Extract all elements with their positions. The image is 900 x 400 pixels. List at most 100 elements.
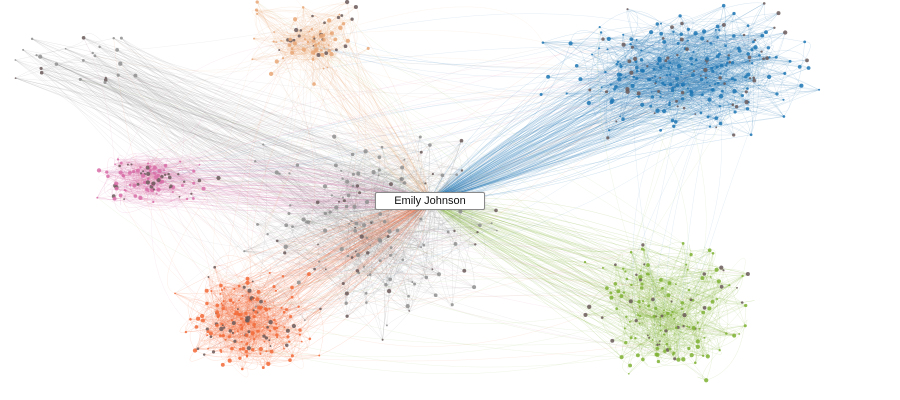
graph-edge [641,50,676,88]
graph-edge [158,179,186,186]
graph-edge [615,283,710,309]
graph-edge [655,13,735,82]
graph-node [236,330,239,333]
graph-edge [696,43,749,60]
graph-edge [657,63,778,95]
graph-edge [642,292,718,302]
graph-node [699,77,704,82]
graph-edge [279,337,302,342]
graph-node [675,76,679,81]
graph-node [598,47,601,50]
graph-edge [673,318,696,339]
graph-edge [632,30,705,48]
graph-edge [640,240,646,271]
graph-node [244,311,248,315]
graph-edge [606,47,633,92]
graph-node [266,325,269,329]
graph-edge [672,55,729,121]
graph-edge [695,278,708,357]
graph-edge [638,282,730,316]
graph-edge [207,323,249,332]
graph-edge [631,281,685,316]
graph-edge [659,60,714,91]
graph-node [676,53,679,57]
graph-edge [670,284,730,316]
graph-edge [669,282,709,357]
graph-edge [674,267,722,320]
graph-edge [207,346,247,352]
graph-node [622,291,625,294]
graph-edge [639,300,693,324]
graph-edge [230,316,269,332]
graph-edge [185,319,232,333]
graph-edge [676,273,708,328]
graph-edge [260,333,278,350]
graph-edge [617,58,630,75]
graph-node [765,56,769,60]
graph-edge [657,282,674,345]
graph-edge [632,23,683,51]
graph-edge [614,76,746,90]
graph-edge [216,287,247,325]
graph-edge [623,34,657,82]
graph-edge [231,320,301,339]
graph-edge [239,328,245,359]
graph-edge [693,73,721,115]
graph-edge [246,331,259,353]
graph-edge [662,250,710,289]
graph-edge [636,269,717,282]
graph-edge [203,330,239,345]
graph-node [267,316,270,318]
graph-edge [197,288,225,349]
graph-node [283,347,285,350]
graph-edge [196,290,216,329]
graph-edge [644,264,676,320]
graph-edge [231,334,278,358]
graph-edge [615,283,667,332]
graph-edge [624,279,662,329]
graph-edge [666,57,770,76]
graph-edge [234,288,264,368]
graph-edge [608,61,730,131]
graph-node [803,40,807,44]
graph-edge [711,67,730,79]
graph-node [586,100,591,106]
graph-edge [700,29,717,114]
graph-edge [691,90,710,117]
graph-node [659,95,662,98]
graph-edge [686,49,718,84]
graph-edge [637,267,722,356]
graph-edge [617,247,643,293]
graph-edge [220,305,234,336]
graph-edge [640,270,720,351]
graph-edge [631,275,690,291]
graph-edge [648,57,770,80]
graph-edge [248,325,311,340]
graph-edge [245,321,271,352]
graph-edge [253,339,270,355]
graph-node [284,307,289,312]
graph-edge [254,273,310,328]
graph-edge [632,15,681,87]
graph-edge [627,8,750,62]
graph-edge [688,288,710,309]
graph-edge [653,243,686,317]
graph-node [653,75,657,78]
graph-edge [631,38,749,103]
graph-node [719,63,724,68]
graph-edge [644,264,658,345]
graph-edge [580,74,694,85]
graph-edge [252,311,267,352]
graph-edge [629,321,638,338]
graph-edge [639,317,661,335]
graph-edge [636,67,673,121]
graph-edge [221,321,271,330]
graph-edge [648,79,820,91]
graph-node [269,349,274,354]
graph-edge [263,309,271,368]
graph-edge [717,61,800,68]
graph-edge [208,276,223,306]
graph-edge [646,273,683,310]
graph-edge [234,316,291,344]
graph-edge [661,312,700,342]
